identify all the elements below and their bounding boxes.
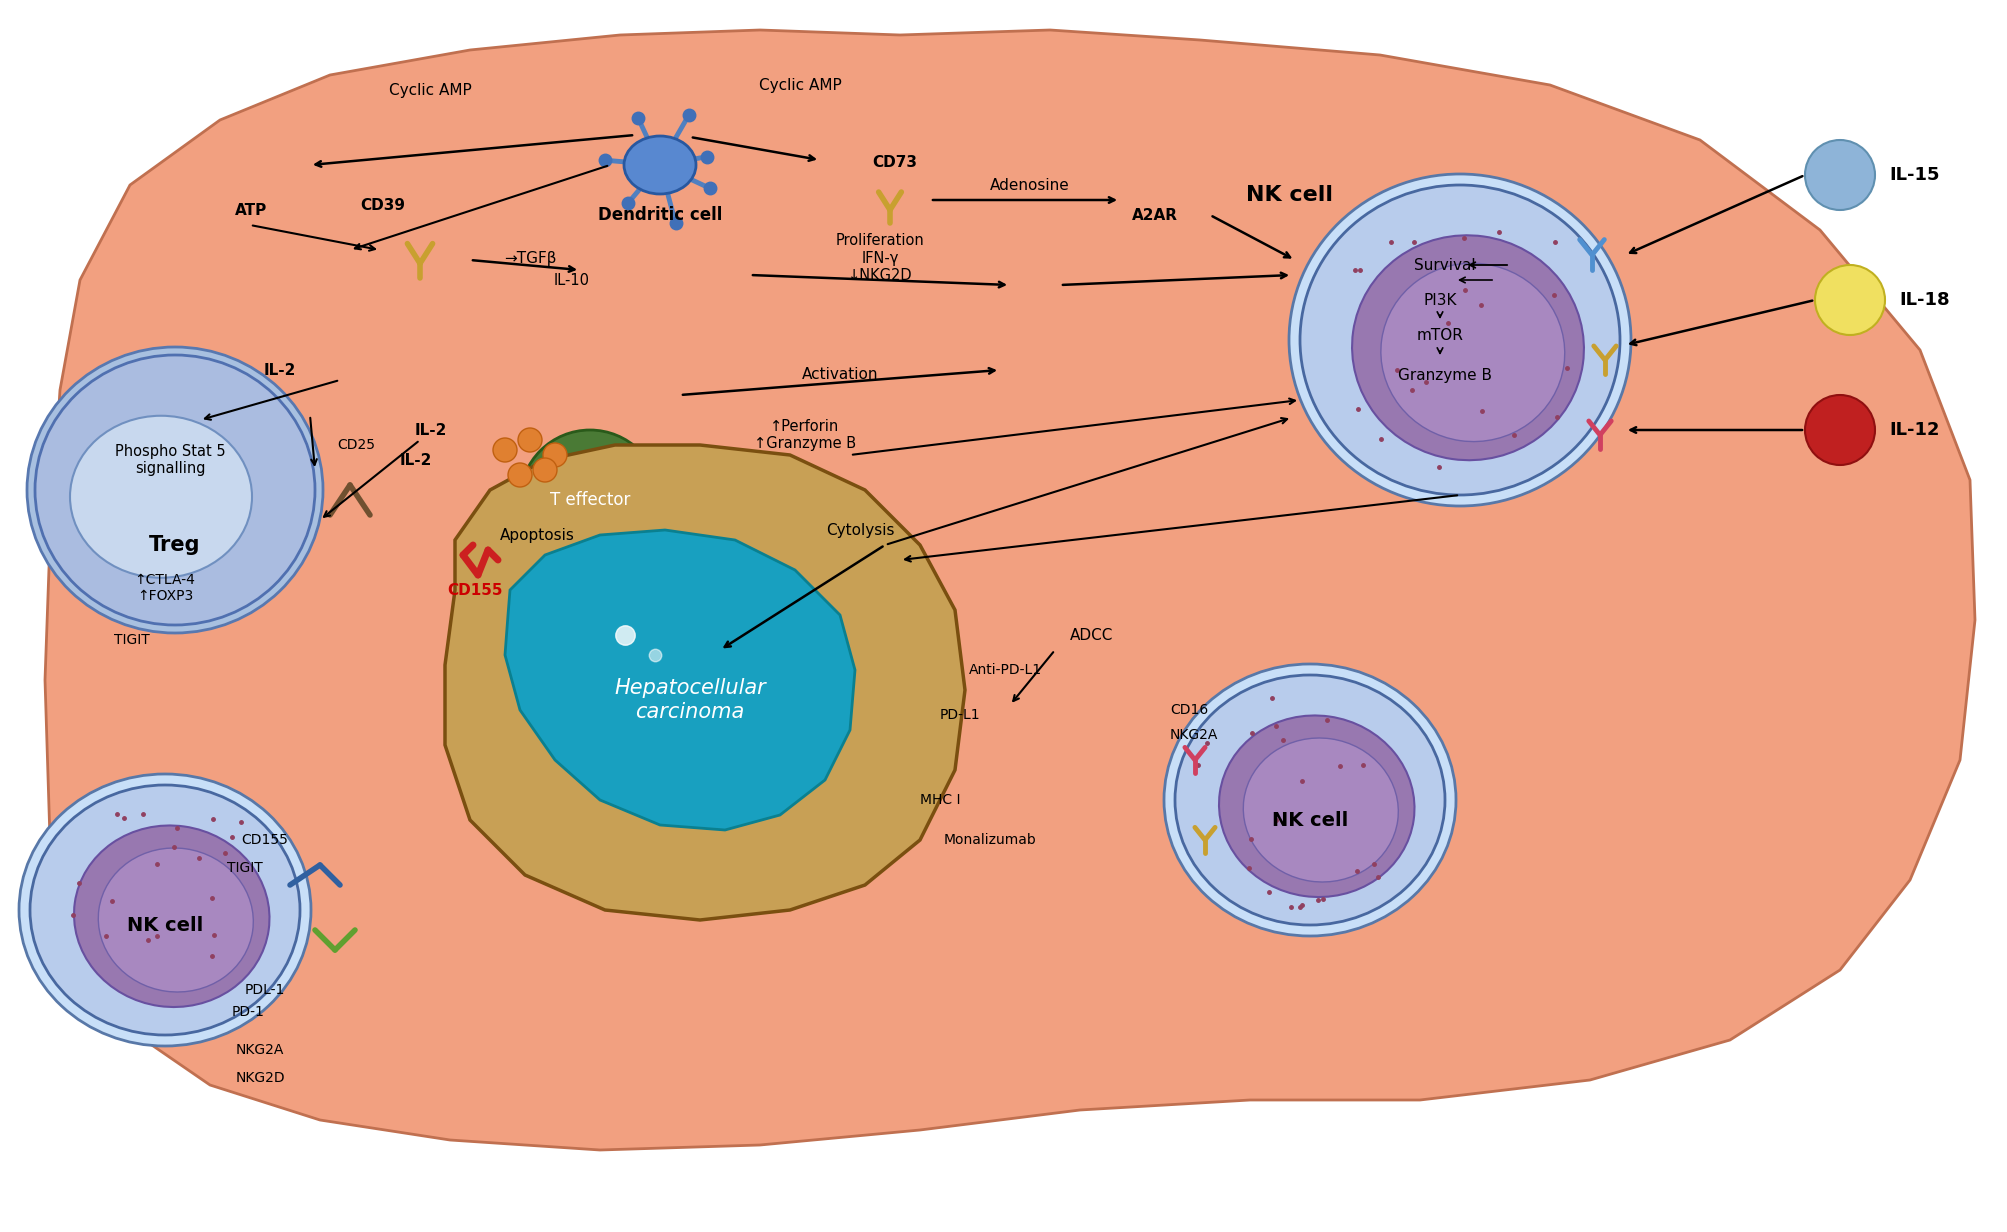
Text: Cyclic AMP: Cyclic AMP — [759, 78, 841, 92]
Ellipse shape — [624, 136, 696, 193]
Text: Phospho Stat 5
signalling: Phospho Stat 5 signalling — [114, 444, 225, 477]
Text: T effector: T effector — [550, 492, 630, 509]
Text: TIGIT: TIGIT — [227, 861, 263, 875]
Text: Survival: Survival — [1413, 257, 1475, 272]
Text: ADCC: ADCC — [1070, 627, 1112, 643]
Text: ↑Perforin
↑Granzyme B: ↑Perforin ↑Granzyme B — [753, 419, 855, 451]
Text: →TGFβ: →TGFβ — [504, 250, 556, 266]
Text: NK cell: NK cell — [126, 915, 203, 935]
Text: PD-1: PD-1 — [231, 1005, 265, 1019]
Text: PDL-1: PDL-1 — [245, 983, 285, 997]
Text: NKG2A: NKG2A — [235, 1044, 285, 1057]
Circle shape — [1804, 395, 1875, 464]
Text: A2AR: A2AR — [1132, 207, 1178, 223]
Ellipse shape — [74, 825, 269, 1007]
Ellipse shape — [30, 785, 299, 1035]
Circle shape — [532, 458, 556, 482]
Ellipse shape — [520, 430, 660, 570]
Text: CD16: CD16 — [1170, 703, 1208, 717]
Circle shape — [518, 428, 542, 452]
Ellipse shape — [34, 355, 315, 625]
Text: MHC I: MHC I — [919, 793, 959, 807]
Ellipse shape — [1164, 664, 1455, 936]
Text: ATP: ATP — [235, 202, 267, 218]
Ellipse shape — [1218, 716, 1413, 897]
Text: Cytolysis: Cytolysis — [825, 522, 893, 537]
Ellipse shape — [70, 415, 251, 578]
Circle shape — [1804, 140, 1875, 209]
Text: CD25: CD25 — [337, 439, 375, 452]
Text: CD39: CD39 — [359, 197, 405, 212]
Text: IL-2: IL-2 — [399, 452, 432, 467]
Circle shape — [494, 439, 516, 462]
Ellipse shape — [98, 848, 253, 992]
Ellipse shape — [1351, 235, 1584, 461]
Text: Adenosine: Adenosine — [989, 177, 1070, 192]
Text: PD-L1: PD-L1 — [939, 708, 979, 722]
Text: IL-2: IL-2 — [263, 362, 297, 377]
Text: TIGIT: TIGIT — [114, 633, 151, 647]
Text: Anti-PD-L1: Anti-PD-L1 — [967, 663, 1042, 678]
Circle shape — [508, 463, 532, 487]
Polygon shape — [504, 530, 855, 830]
Text: NK cell: NK cell — [1270, 811, 1347, 829]
Text: Granzyme B: Granzyme B — [1397, 367, 1491, 382]
Ellipse shape — [1242, 738, 1397, 882]
Text: ↑CTLA-4
↑FOXP3: ↑CTLA-4 ↑FOXP3 — [134, 573, 195, 604]
Ellipse shape — [1381, 264, 1563, 441]
Text: NKG2D: NKG2D — [235, 1071, 285, 1085]
Text: mTOR: mTOR — [1415, 328, 1463, 342]
Text: IL-2: IL-2 — [415, 423, 448, 437]
Text: CD73: CD73 — [873, 154, 917, 170]
Text: Proliferation
IFN-γ
↓NKG2D: Proliferation IFN-γ ↓NKG2D — [835, 233, 923, 283]
Text: NKG2A: NKG2A — [1170, 728, 1218, 742]
Text: PI3K: PI3K — [1423, 292, 1455, 308]
Text: IL-15: IL-15 — [1889, 166, 1939, 184]
Text: CD155: CD155 — [241, 833, 289, 848]
Ellipse shape — [1299, 185, 1620, 495]
Polygon shape — [44, 30, 1975, 1149]
Text: Apoptosis: Apoptosis — [500, 527, 574, 542]
Text: CD155: CD155 — [448, 583, 502, 598]
Text: Monalizumab: Monalizumab — [943, 833, 1036, 848]
Text: Cyclic AMP: Cyclic AMP — [389, 83, 472, 97]
Ellipse shape — [1174, 675, 1445, 925]
Circle shape — [1814, 265, 1885, 335]
Text: IL-18: IL-18 — [1899, 291, 1949, 309]
Text: Hepatocellular
carcinoma: Hepatocellular carcinoma — [614, 679, 765, 722]
Ellipse shape — [26, 347, 323, 633]
Polygon shape — [446, 445, 965, 920]
Text: Activation: Activation — [801, 366, 877, 382]
Text: Dendritic cell: Dendritic cell — [598, 206, 723, 224]
Ellipse shape — [18, 774, 311, 1046]
Ellipse shape — [1288, 174, 1630, 506]
Circle shape — [542, 444, 566, 467]
Text: Treg: Treg — [149, 535, 201, 554]
Text: NK cell: NK cell — [1246, 185, 1333, 205]
Text: IL-12: IL-12 — [1889, 421, 1939, 439]
Text: IL-10: IL-10 — [554, 272, 590, 287]
